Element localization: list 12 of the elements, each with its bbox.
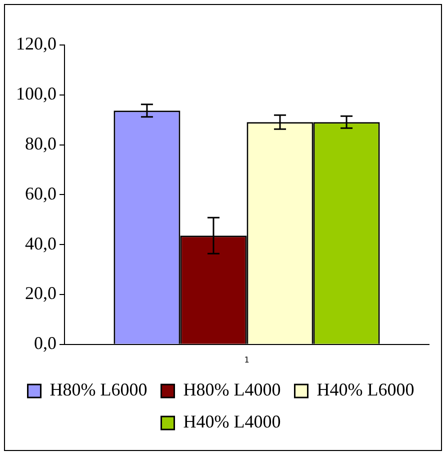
x-tick-label: 1 [244, 355, 250, 364]
legend-label: H40% L6000 [316, 380, 414, 400]
y-tick-label: 100,0 [16, 84, 56, 104]
legend-label: H40% L4000 [183, 412, 281, 432]
y-tick-label: 80,0 [25, 134, 56, 154]
y-tick-label: 20,0 [25, 283, 56, 304]
y-tick-label: 0,0 [34, 333, 56, 354]
y-tick-label: 60,0 [25, 183, 56, 204]
y-tick-label: 120,0 [16, 34, 56, 54]
legend-label: H80% L6000 [50, 380, 148, 400]
y-tick-label: 40,0 [25, 233, 56, 254]
legend-label: H80% L4000 [183, 380, 281, 400]
